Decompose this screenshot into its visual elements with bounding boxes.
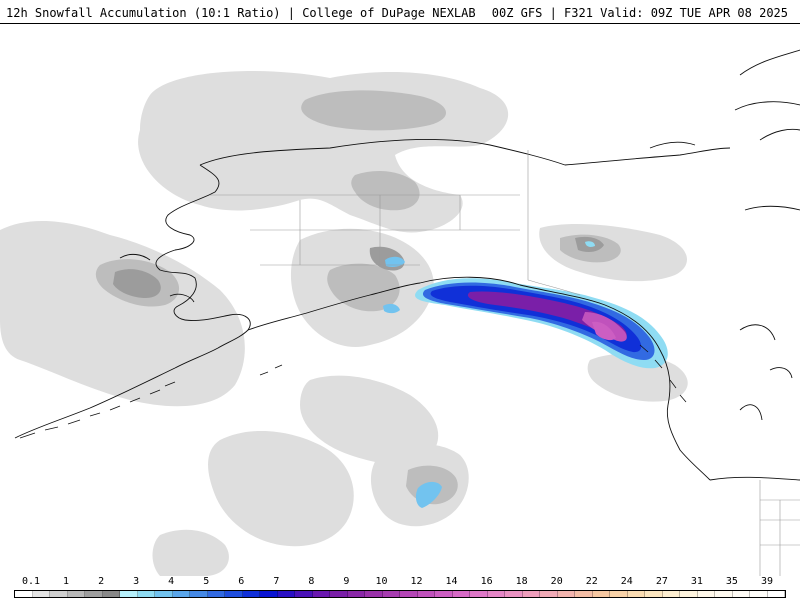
state-borders xyxy=(210,150,800,576)
legend-labels: 0.1 1 2 3 4 5 6 7 8 9 10 12 14 16 18 20 22 24 27 31 35 39 xyxy=(0,576,800,588)
map-header: 12h Snowfall Accumulation (10:1 Ratio) |… xyxy=(0,0,800,24)
island-chain xyxy=(19,344,687,439)
legend-label: 2 xyxy=(98,576,105,587)
legend-swatch xyxy=(85,591,103,597)
legend-swatch xyxy=(365,591,383,597)
legend-swatch xyxy=(382,591,400,597)
legend-label: 9 xyxy=(343,576,350,587)
legend-label: 0.1 xyxy=(21,576,41,587)
legend-swatch xyxy=(400,591,418,597)
legend-swatch xyxy=(697,591,715,597)
legend-swatch xyxy=(540,591,558,597)
legend-label: 4 xyxy=(168,576,175,587)
legend-swatch xyxy=(190,591,208,597)
heavier-snow-shading xyxy=(113,236,604,298)
legend-swatch xyxy=(225,591,243,597)
model-run-info: 00Z GFS | F321 Valid: 09Z TUE APR 08 202… xyxy=(491,6,788,20)
legend-swatch xyxy=(732,591,750,597)
legend-swatch xyxy=(435,591,453,597)
legend-label: 18 xyxy=(515,576,528,587)
legend-swatch xyxy=(750,591,768,597)
legend-swatch xyxy=(487,591,505,597)
legend-swatch xyxy=(557,591,575,597)
legend-swatch xyxy=(610,591,628,597)
legend-swatch xyxy=(680,591,698,597)
legend-swatch xyxy=(155,591,173,597)
legend-label: 5 xyxy=(203,576,210,587)
legend-swatch xyxy=(207,591,225,597)
legend-swatch xyxy=(295,591,313,597)
legend-swatch xyxy=(452,591,470,597)
map-title: 12h Snowfall Accumulation (10:1 Ratio) |… xyxy=(6,6,476,20)
legend-label: 27 xyxy=(655,576,668,587)
legend-swatch xyxy=(277,591,295,597)
legend-swatch xyxy=(137,591,155,597)
legend-swatch xyxy=(470,591,488,597)
legend-label: 31 xyxy=(690,576,703,587)
legend-swatch xyxy=(417,591,435,597)
legend-label: 24 xyxy=(620,576,633,587)
legend-swatch xyxy=(50,591,68,597)
legend-swatch xyxy=(627,591,645,597)
legend-swatch xyxy=(312,591,330,597)
legend-swatch xyxy=(102,591,120,597)
legend-swatch xyxy=(120,591,138,597)
legend-swatch xyxy=(575,591,593,597)
heavy-snow-band xyxy=(383,241,668,508)
legend-label: 20 xyxy=(550,576,563,587)
map-canvas xyxy=(0,49,800,576)
snowfall-legend: 0.1 1 2 3 4 5 6 7 8 9 10 12 14 16 18 20 22 24 27 31 35 39 xyxy=(0,576,800,600)
legend-color-bar xyxy=(14,590,786,598)
legend-label: 22 xyxy=(585,576,598,587)
legend-label: 14 xyxy=(445,576,458,587)
legend-swatch xyxy=(505,591,523,597)
legend-label: 39 xyxy=(760,576,774,587)
legend-label: 12 xyxy=(410,576,423,587)
legend-swatch xyxy=(67,591,85,597)
legend-label: 3 xyxy=(133,576,140,587)
legend-swatch xyxy=(172,591,190,597)
legend-swatch xyxy=(592,591,610,597)
legend-label: 1 xyxy=(63,576,70,587)
legend-swatch xyxy=(330,591,348,597)
snowfall-map xyxy=(0,24,800,576)
legend-swatch xyxy=(645,591,663,597)
legend-label: 10 xyxy=(375,576,388,587)
legend-swatch xyxy=(347,591,365,597)
legend-swatch xyxy=(242,591,260,597)
legend-swatch xyxy=(260,591,278,597)
legend-label: 16 xyxy=(480,576,493,587)
legend-swatch xyxy=(662,591,680,597)
legend-label: 7 xyxy=(273,576,280,587)
legend-label: 35 xyxy=(725,576,738,587)
legend-swatch xyxy=(15,591,33,597)
legend-label: 8 xyxy=(308,576,315,587)
legend-swatch xyxy=(522,591,540,597)
legend-label: 6 xyxy=(238,576,245,587)
coastlines xyxy=(14,49,800,481)
legend-swatch xyxy=(715,591,733,597)
legend-swatch xyxy=(32,591,50,597)
legend-swatch xyxy=(767,591,785,597)
